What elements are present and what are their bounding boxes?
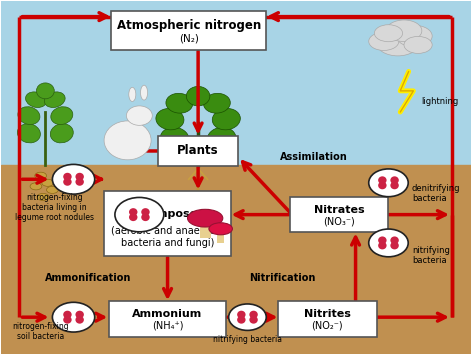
FancyBboxPatch shape [111, 11, 266, 50]
FancyBboxPatch shape [290, 197, 389, 232]
Text: Ammonification: Ammonification [45, 273, 131, 283]
Ellipse shape [203, 93, 230, 113]
Ellipse shape [188, 209, 223, 227]
Text: denitrifying
bacteria: denitrifying bacteria [412, 184, 460, 203]
Ellipse shape [129, 208, 137, 216]
Ellipse shape [115, 197, 164, 232]
Ellipse shape [378, 236, 387, 244]
FancyBboxPatch shape [278, 301, 377, 337]
Ellipse shape [63, 173, 72, 181]
Ellipse shape [18, 107, 40, 125]
Text: (N₂): (N₂) [179, 33, 199, 44]
Ellipse shape [391, 181, 399, 189]
FancyBboxPatch shape [158, 136, 238, 166]
Text: Nitrification: Nitrification [249, 273, 316, 283]
Ellipse shape [63, 178, 72, 186]
Text: (NH₄⁺): (NH₄⁺) [152, 321, 183, 331]
Ellipse shape [209, 223, 232, 235]
Ellipse shape [369, 229, 408, 257]
Ellipse shape [75, 173, 84, 181]
Text: Plants: Plants [177, 144, 219, 158]
Bar [200, 218, 211, 237]
Ellipse shape [129, 213, 137, 221]
Ellipse shape [391, 176, 399, 184]
Text: Atmospheric nitrogen: Atmospheric nitrogen [117, 19, 261, 32]
Ellipse shape [75, 311, 84, 318]
Ellipse shape [36, 83, 55, 99]
Text: Assimilation: Assimilation [280, 152, 348, 162]
Ellipse shape [46, 186, 58, 193]
Ellipse shape [140, 85, 147, 100]
Text: Nitrates: Nitrates [314, 205, 365, 215]
Ellipse shape [212, 109, 240, 130]
Ellipse shape [141, 213, 150, 221]
Ellipse shape [386, 20, 422, 42]
Ellipse shape [391, 236, 399, 244]
Ellipse shape [156, 109, 184, 130]
Ellipse shape [378, 242, 387, 250]
Ellipse shape [166, 93, 193, 113]
Ellipse shape [129, 87, 136, 102]
Text: lightning: lightning [421, 97, 459, 106]
Ellipse shape [207, 127, 236, 150]
Ellipse shape [378, 176, 387, 184]
Text: nitrifying
bacteria: nitrifying bacteria [412, 246, 450, 265]
Ellipse shape [249, 311, 258, 318]
Ellipse shape [228, 304, 266, 331]
Ellipse shape [160, 127, 189, 150]
Ellipse shape [391, 242, 399, 250]
Ellipse shape [18, 124, 40, 143]
Ellipse shape [369, 169, 408, 197]
Ellipse shape [53, 302, 95, 332]
Bar [217, 229, 224, 243]
Ellipse shape [51, 107, 73, 125]
Ellipse shape [35, 172, 46, 179]
Ellipse shape [374, 25, 402, 42]
Ellipse shape [63, 311, 72, 318]
Ellipse shape [30, 183, 42, 190]
Ellipse shape [63, 316, 72, 324]
Ellipse shape [75, 178, 84, 186]
Ellipse shape [377, 31, 419, 56]
Ellipse shape [26, 92, 46, 108]
Bar [0, 1, 471, 165]
Text: (NO₂⁻): (NO₂⁻) [311, 321, 343, 331]
Ellipse shape [50, 124, 73, 143]
Text: nitrogen-fixing
soil bacteria: nitrogen-fixing soil bacteria [12, 322, 69, 341]
Ellipse shape [237, 311, 246, 318]
Ellipse shape [369, 32, 399, 50]
Ellipse shape [37, 193, 49, 201]
FancyBboxPatch shape [109, 301, 226, 337]
Ellipse shape [378, 181, 387, 189]
Ellipse shape [141, 208, 150, 216]
Ellipse shape [396, 25, 432, 47]
Text: nitrogen-fixing
bacteria living in
legume root nodules: nitrogen-fixing bacteria living in legum… [15, 193, 94, 223]
Text: Nitrites: Nitrites [304, 309, 351, 319]
Text: Ammonium: Ammonium [132, 309, 203, 319]
Ellipse shape [404, 37, 432, 53]
Bar [0, 165, 471, 354]
Ellipse shape [127, 106, 152, 125]
Ellipse shape [104, 121, 151, 160]
Text: (NO₃⁻): (NO₃⁻) [323, 217, 355, 226]
Ellipse shape [237, 316, 246, 324]
Text: nitrifying bacteria: nitrifying bacteria [213, 335, 282, 344]
Ellipse shape [186, 87, 210, 106]
Ellipse shape [75, 316, 84, 324]
Ellipse shape [42, 179, 54, 186]
Text: (aerobic and anaerobic
bacteria and fungi): (aerobic and anaerobic bacteria and fung… [111, 226, 224, 248]
Text: Decomposers: Decomposers [126, 209, 210, 219]
Ellipse shape [53, 164, 95, 194]
Ellipse shape [45, 92, 65, 108]
FancyBboxPatch shape [104, 191, 231, 256]
Ellipse shape [249, 316, 258, 324]
